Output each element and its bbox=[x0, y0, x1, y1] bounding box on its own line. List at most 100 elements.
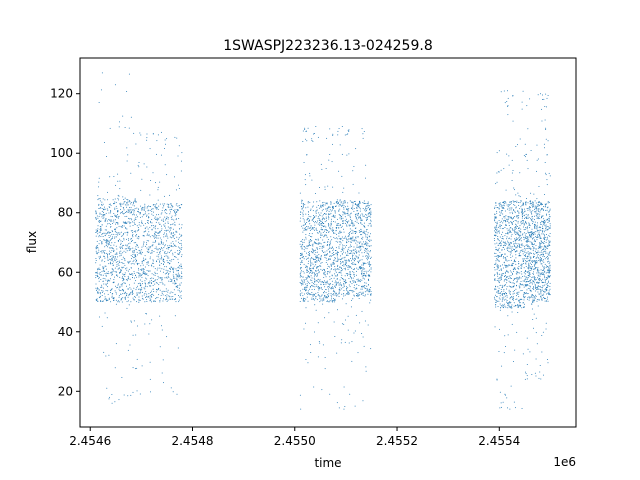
data-point bbox=[511, 211, 513, 213]
data-point bbox=[151, 219, 153, 221]
data-point bbox=[173, 210, 175, 212]
data-point bbox=[507, 241, 509, 243]
data-point bbox=[357, 205, 359, 207]
data-point bbox=[170, 260, 172, 262]
data-point bbox=[157, 248, 159, 250]
data-point bbox=[128, 294, 130, 296]
data-point bbox=[326, 300, 328, 302]
data-point bbox=[95, 245, 97, 247]
data-point bbox=[511, 228, 513, 230]
data-point bbox=[503, 262, 505, 264]
data-point bbox=[318, 230, 320, 232]
data-point bbox=[305, 277, 307, 279]
data-point bbox=[171, 204, 173, 206]
data-point bbox=[536, 198, 538, 200]
data-point bbox=[368, 223, 370, 225]
data-point bbox=[135, 254, 137, 256]
data-point bbox=[365, 250, 367, 252]
data-point bbox=[173, 243, 174, 245]
data-point bbox=[516, 331, 518, 333]
data-point bbox=[143, 224, 145, 226]
data-point bbox=[120, 235, 122, 237]
data-point bbox=[337, 268, 339, 270]
data-point bbox=[517, 304, 519, 306]
data-point bbox=[535, 226, 537, 228]
data-point bbox=[356, 288, 358, 290]
data-point bbox=[177, 275, 179, 277]
data-point bbox=[517, 312, 519, 314]
data-point bbox=[174, 297, 176, 299]
data-point bbox=[135, 258, 137, 260]
data-point bbox=[354, 330, 356, 332]
data-point bbox=[112, 274, 114, 276]
data-point bbox=[365, 366, 367, 368]
data-point bbox=[352, 298, 354, 300]
data-point bbox=[144, 280, 146, 282]
data-point bbox=[537, 251, 539, 253]
data-point bbox=[95, 211, 97, 213]
data-point bbox=[507, 304, 509, 306]
data-point bbox=[503, 299, 505, 301]
data-point bbox=[151, 222, 153, 224]
data-point bbox=[496, 224, 498, 226]
data-point bbox=[532, 232, 534, 234]
data-point bbox=[530, 252, 532, 254]
data-point bbox=[506, 296, 508, 298]
data-point bbox=[532, 318, 534, 320]
data-point bbox=[334, 259, 336, 261]
data-point bbox=[507, 232, 509, 234]
data-point bbox=[128, 221, 130, 223]
data-point bbox=[96, 231, 98, 233]
data-point bbox=[366, 228, 368, 230]
data-point bbox=[148, 296, 150, 298]
data-point bbox=[146, 214, 148, 216]
data-point bbox=[519, 298, 521, 300]
data-point bbox=[111, 258, 113, 260]
data-point bbox=[127, 238, 129, 240]
data-point bbox=[370, 348, 372, 350]
data-point bbox=[499, 251, 501, 253]
data-point bbox=[161, 243, 163, 245]
data-point bbox=[150, 264, 152, 266]
data-point bbox=[177, 205, 179, 207]
data-point bbox=[151, 210, 153, 212]
data-point bbox=[105, 355, 107, 357]
data-point bbox=[119, 188, 121, 190]
data-point bbox=[319, 297, 321, 299]
data-point bbox=[309, 258, 311, 260]
data-point bbox=[301, 200, 303, 202]
data-point bbox=[498, 260, 500, 262]
data-point bbox=[113, 233, 115, 235]
data-point bbox=[130, 116, 132, 118]
data-point bbox=[101, 233, 103, 235]
data-point bbox=[317, 270, 319, 272]
data-point bbox=[367, 324, 369, 326]
data-point bbox=[521, 265, 523, 267]
data-point bbox=[508, 247, 510, 249]
data-point bbox=[143, 207, 145, 209]
data-point bbox=[338, 232, 340, 234]
data-point bbox=[299, 394, 301, 396]
data-point bbox=[356, 206, 358, 208]
data-point bbox=[172, 268, 174, 270]
data-point bbox=[524, 291, 526, 293]
data-point bbox=[167, 291, 169, 293]
data-point bbox=[108, 203, 110, 205]
data-point bbox=[332, 293, 334, 295]
data-point bbox=[325, 216, 327, 218]
data-point bbox=[113, 213, 115, 215]
data-point bbox=[356, 292, 358, 294]
data-point bbox=[152, 214, 154, 216]
data-point bbox=[111, 230, 113, 232]
data-point bbox=[537, 158, 539, 160]
data-point bbox=[505, 258, 507, 260]
data-point bbox=[306, 271, 308, 273]
data-point bbox=[309, 227, 311, 229]
data-point bbox=[526, 278, 528, 280]
data-point bbox=[328, 214, 330, 216]
data-point bbox=[131, 256, 133, 258]
data-point bbox=[497, 256, 499, 258]
data-point bbox=[324, 317, 326, 319]
data-point bbox=[501, 299, 503, 301]
data-point bbox=[354, 203, 356, 205]
